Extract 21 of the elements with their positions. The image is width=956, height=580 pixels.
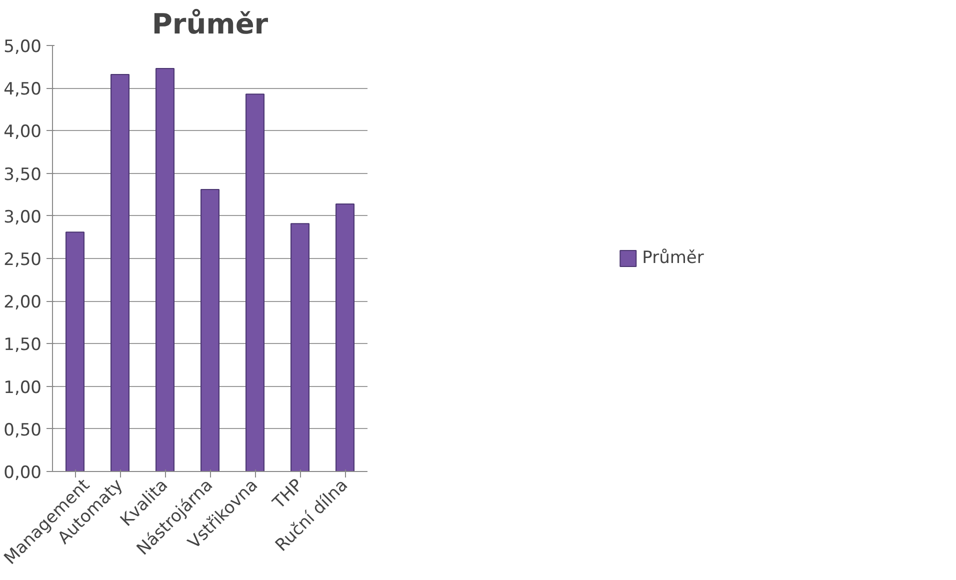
bar: [110, 74, 130, 472]
y-tick-label: 1,50: [4, 335, 42, 356]
bar: [156, 68, 174, 472]
y-tick-label: 2,50: [4, 250, 42, 270]
y-tick-label: 2,00: [4, 292, 42, 313]
y-tick-label: 3,00: [4, 207, 42, 228]
y-tick-label: 3,50: [4, 164, 42, 185]
y-tick-label: 5,00: [4, 37, 42, 57]
bar: [66, 232, 84, 472]
y-tick-label: 1,00: [4, 378, 42, 398]
y-tick-label: 4,50: [4, 80, 42, 100]
y-tick-label: 0,00: [4, 463, 42, 483]
bar: [336, 203, 354, 472]
y-tick-label: 4,00: [4, 122, 42, 142]
bar: [200, 188, 220, 472]
y-tick-label: 0,50: [4, 420, 42, 440]
bar: [290, 223, 310, 472]
bar: [246, 94, 264, 472]
legend-label: Průměr: [642, 248, 704, 268]
chart-title: Průměr: [152, 8, 268, 40]
x-tick-label: THP: [268, 475, 308, 514]
